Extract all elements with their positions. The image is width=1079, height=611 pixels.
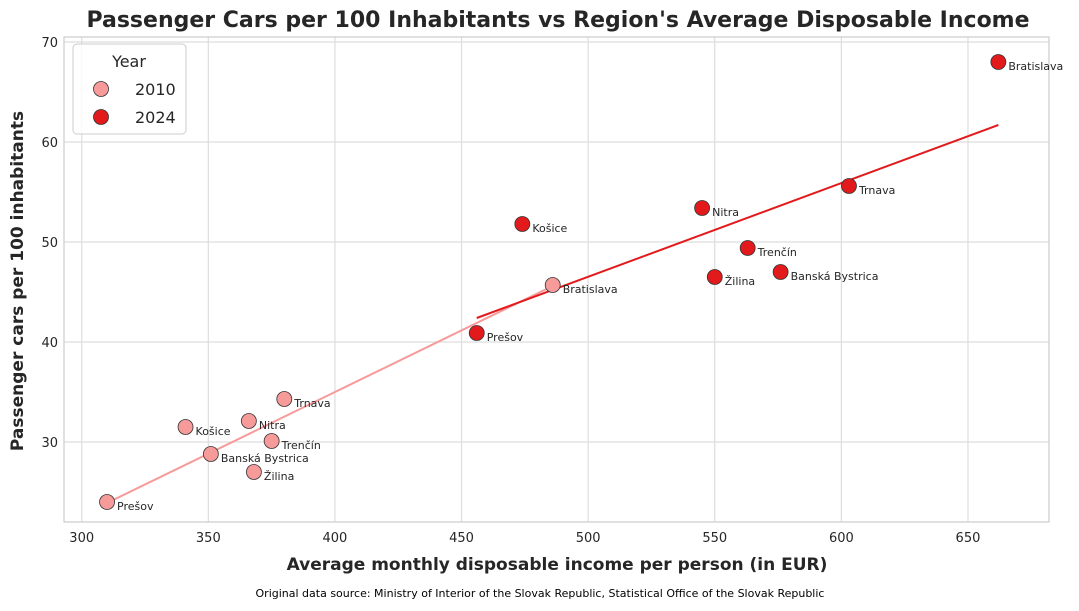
point-2010-kosice (177, 419, 194, 435)
point-label-2024-nitra: Nitra (712, 206, 739, 219)
point-label-2010-banska-bystrica: Banská Bystrica (221, 452, 309, 465)
point-2024-presov (468, 325, 485, 341)
x-tick-label: 450 (449, 531, 474, 546)
legend-title: Year (111, 52, 146, 71)
x-tick-label: 500 (576, 531, 601, 546)
legend-label-2024: 2024 (135, 108, 176, 127)
trend-line-2024 (476, 124, 999, 319)
y-tick-label: 40 (41, 336, 58, 351)
point-label-2010-zilina: Žilina (264, 470, 294, 483)
trend-line-2010 (106, 285, 554, 504)
point-2024-bratislava (990, 54, 1007, 70)
point-2024-trnava (841, 178, 857, 194)
x-tick-label: 650 (956, 531, 981, 546)
x-tick-label: 400 (323, 531, 348, 546)
point-labels: Prešov Košice Banská Bystrica Nitra Žilina Tr… (117, 60, 1063, 513)
legend-marker-2024 (93, 109, 109, 125)
point-label-2024-presov: Prešov (487, 331, 524, 344)
point-label-2010-kosice: Košice (196, 425, 231, 438)
point-label-2010-presov: Prešov (117, 500, 154, 513)
y-axis-title: Passenger cars per 100 inhabitants (8, 111, 28, 451)
y-tick-label: 30 (41, 436, 58, 451)
point-2010-trencin (263, 433, 280, 449)
point-2024-banska-bystrica (772, 264, 789, 280)
point-label-2010-bratislava: Bratislava (563, 283, 618, 296)
point-label-2024-kosice: Košice (532, 222, 567, 235)
x-axis-title: Average monthly disposable income per pe… (287, 555, 828, 575)
legend-marker-2010 (93, 81, 109, 97)
point-label-2010-trnava: Trnava (293, 397, 330, 410)
point-label-2010-nitra: Nitra (259, 419, 286, 432)
chart-title: Passenger Cars per 100 Inhabitants vs Re… (86, 8, 1029, 33)
point-2010-trnava (276, 391, 293, 407)
point-2010-presov (99, 494, 115, 510)
point-2010-bratislava (544, 277, 561, 293)
point-label-2024-trencin: Trenčín (757, 246, 797, 259)
y-tick-label: 60 (41, 136, 58, 151)
x-tick-label: 600 (829, 531, 854, 546)
y-axis-ticks: 30 40 50 60 70 (41, 36, 58, 451)
plot-frame (63, 36, 1050, 523)
point-2024-kosice (514, 216, 531, 232)
trend-lines (106, 124, 999, 504)
data-points (99, 54, 1007, 510)
y-tick-label: 70 (41, 36, 58, 51)
x-axis-ticks: 300 350 400 450 500 550 600 650 (69, 531, 980, 546)
legend: Year 2010 2024 (72, 43, 187, 135)
point-2010-zilina (246, 464, 262, 480)
point-2010-nitra (240, 413, 257, 429)
point-label-2024-trnava: Trnava (858, 184, 895, 197)
point-label-2024-zilina: Žilina (725, 275, 755, 288)
x-tick-label: 550 (702, 531, 727, 546)
point-label-2010-trencin: Trenčín (281, 439, 321, 452)
x-tick-label: 350 (196, 531, 221, 546)
y-tick-label: 50 (41, 236, 58, 251)
source-note: Original data source: Ministry of Interi… (256, 587, 825, 600)
point-2010-banska-bystrica (202, 446, 219, 462)
point-2024-trencin (739, 240, 756, 256)
legend-label-2010: 2010 (135, 80, 176, 99)
point-label-2024-banska-bystrica: Banská Bystrica (791, 270, 879, 283)
x-tick-label: 300 (69, 531, 94, 546)
point-label-2024-bratislava: Bratislava (1008, 60, 1063, 73)
point-2024-nitra (694, 200, 710, 216)
point-2024-zilina (706, 269, 723, 285)
